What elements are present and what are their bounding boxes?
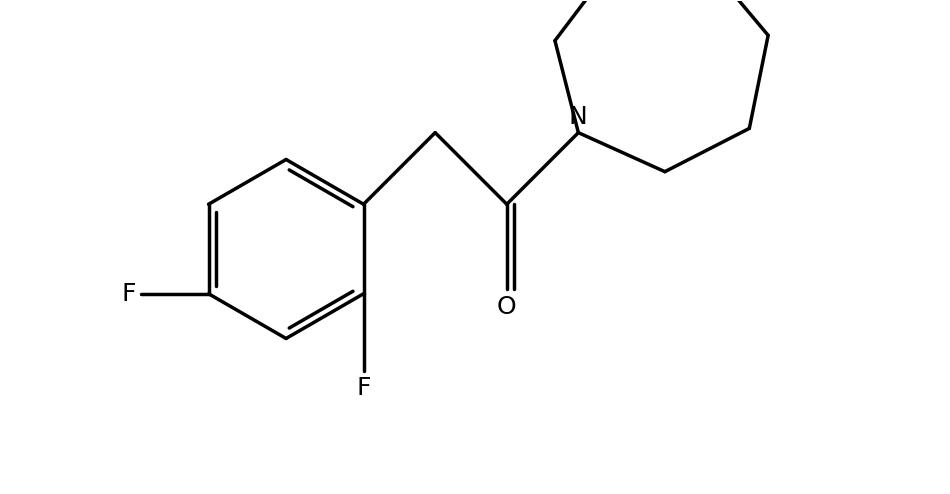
Text: N: N [569,105,588,128]
Text: F: F [122,282,136,306]
Text: O: O [497,295,517,319]
Text: F: F [356,376,370,400]
